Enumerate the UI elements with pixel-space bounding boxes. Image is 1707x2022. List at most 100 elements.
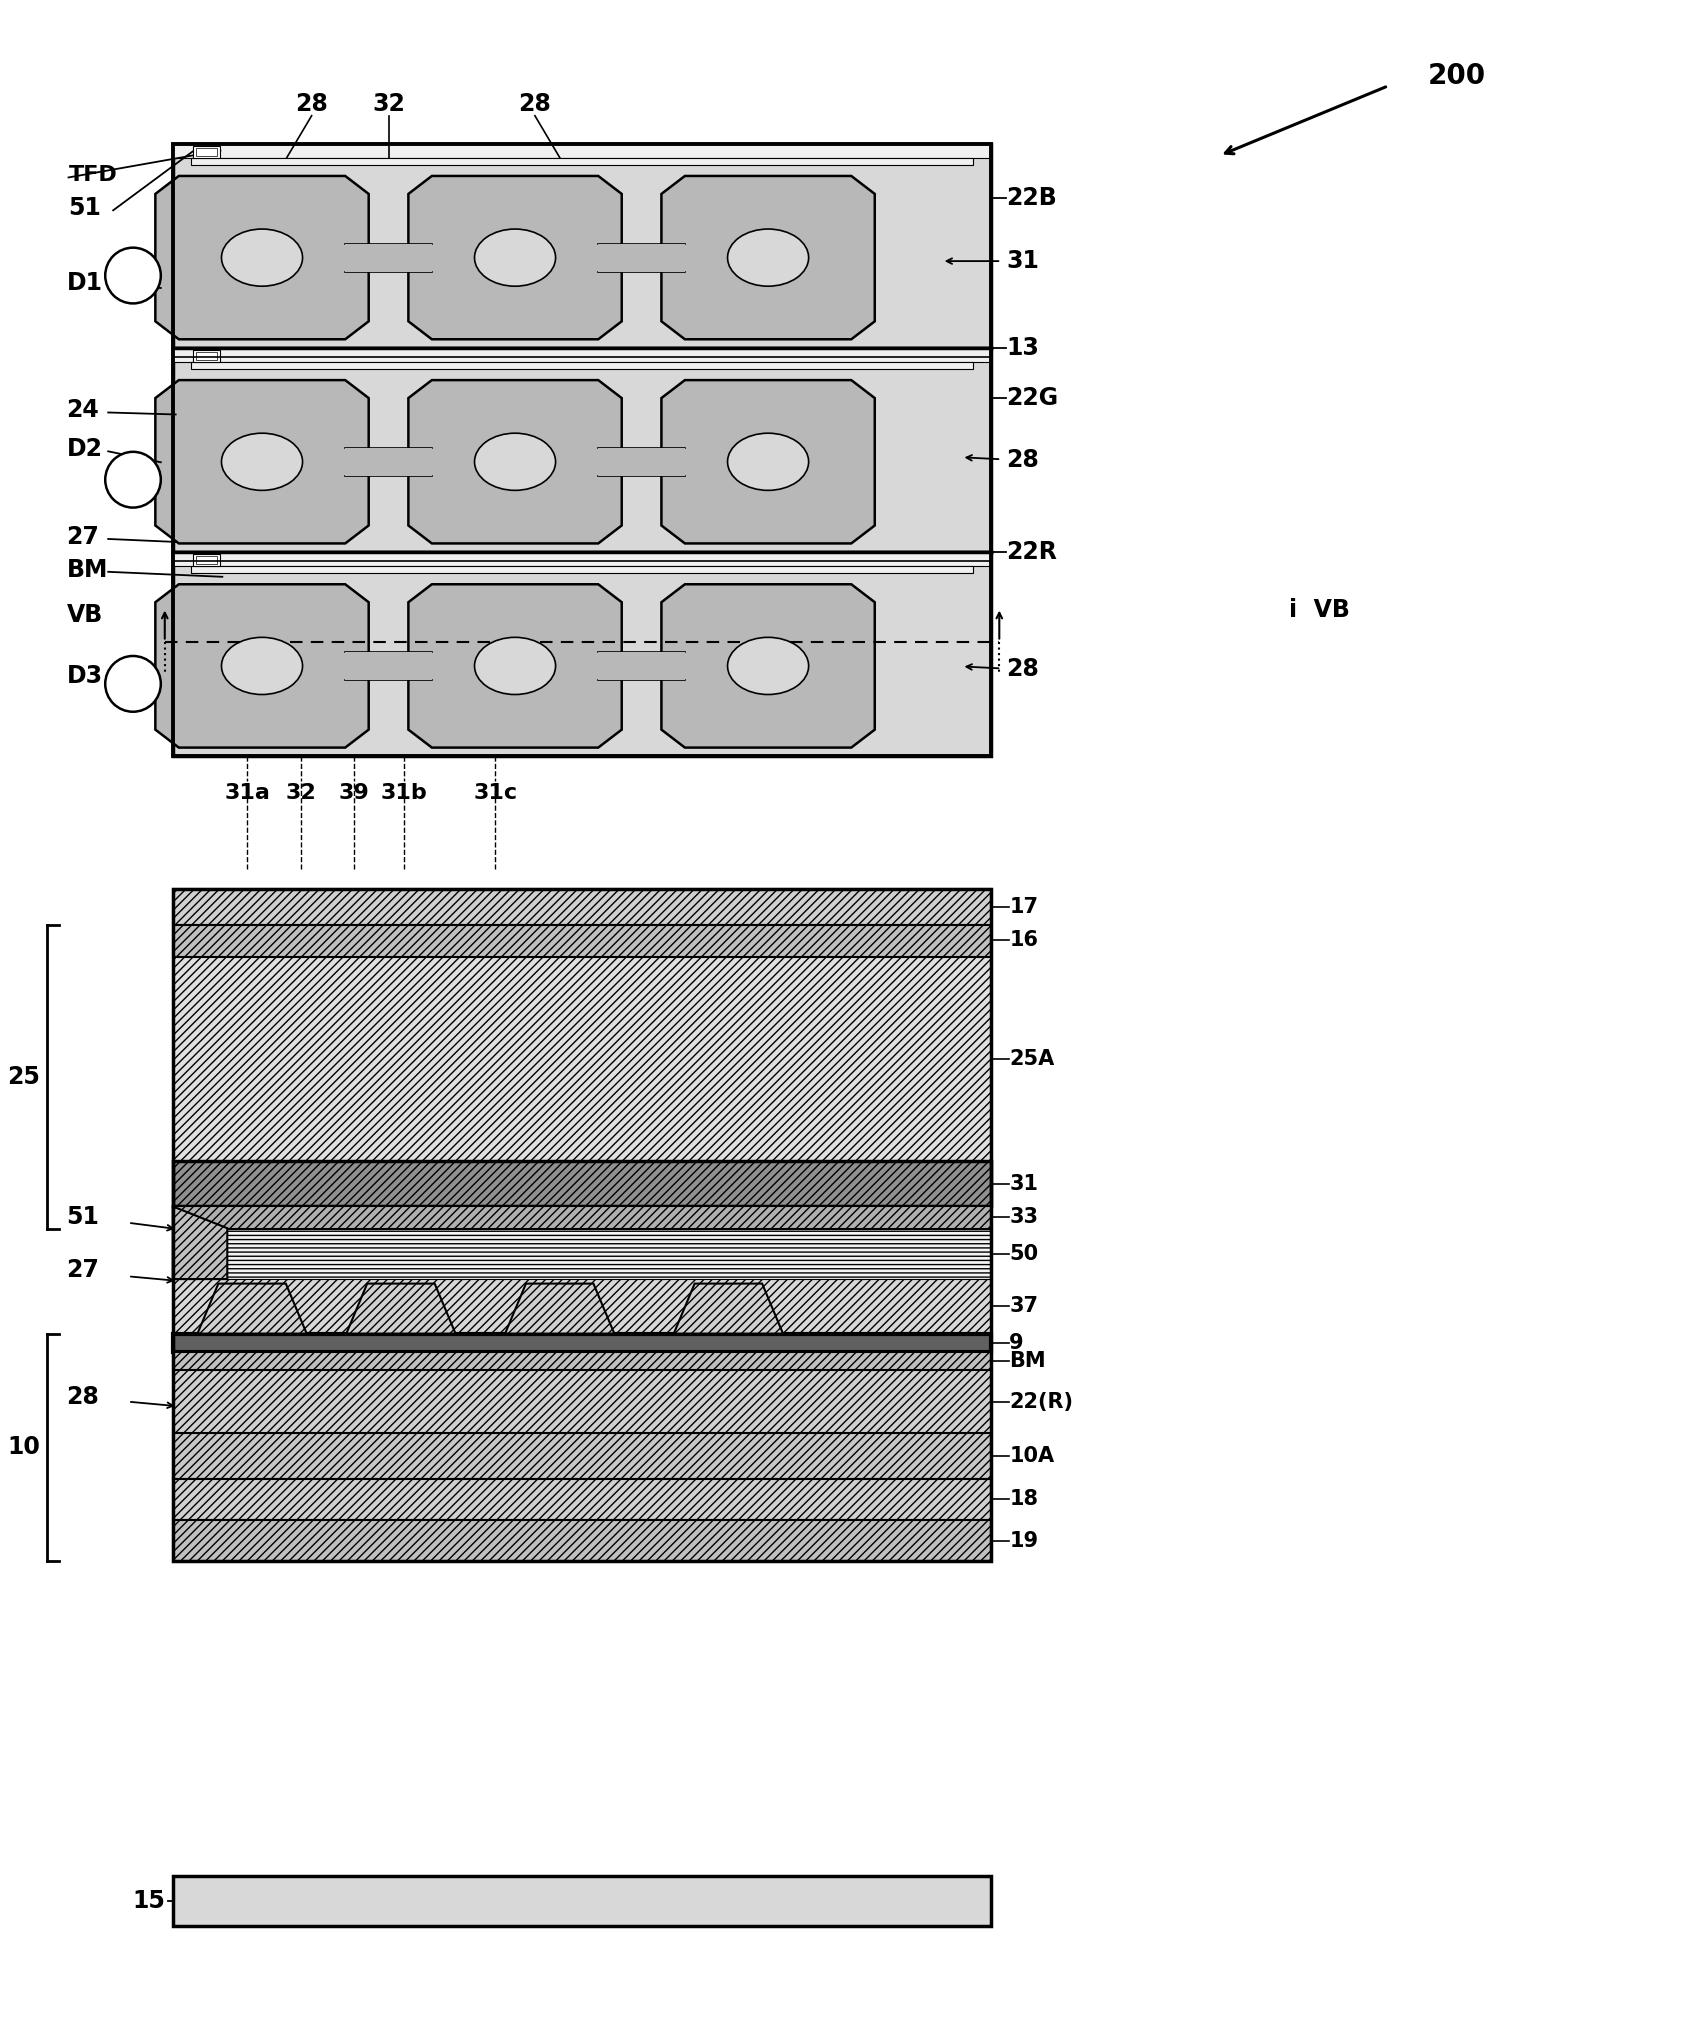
- Text: 10A: 10A: [1009, 1446, 1053, 1466]
- Bar: [172, 1353, 990, 1369]
- Polygon shape: [661, 380, 874, 544]
- Text: 13: 13: [1005, 336, 1038, 360]
- Text: 27: 27: [67, 526, 99, 548]
- Ellipse shape: [475, 433, 555, 491]
- Circle shape: [106, 247, 160, 303]
- Polygon shape: [674, 1284, 782, 1335]
- Text: 15: 15: [131, 1889, 164, 1913]
- Text: BM: BM: [67, 558, 108, 582]
- Text: 31: 31: [1005, 249, 1038, 273]
- Ellipse shape: [475, 637, 555, 694]
- Bar: [193, 146, 220, 158]
- Bar: [195, 352, 217, 360]
- Bar: [172, 1335, 990, 1353]
- Text: 22G: 22G: [1005, 386, 1058, 410]
- Bar: [172, 552, 990, 566]
- Text: 32: 32: [285, 783, 316, 803]
- Text: 31c: 31c: [473, 783, 517, 803]
- Bar: [172, 1161, 990, 1207]
- Text: 51: 51: [67, 1205, 99, 1229]
- Text: BM: BM: [1009, 1351, 1045, 1371]
- Text: 28: 28: [67, 1385, 99, 1409]
- Circle shape: [106, 655, 160, 712]
- Text: 37: 37: [1009, 1296, 1038, 1316]
- Text: 19: 19: [1009, 1531, 1038, 1551]
- Polygon shape: [505, 1284, 615, 1335]
- Polygon shape: [347, 1284, 456, 1335]
- Text: 31b: 31b: [381, 783, 427, 803]
- Bar: [172, 348, 990, 362]
- Text: TFD: TFD: [68, 166, 118, 186]
- Polygon shape: [155, 380, 369, 544]
- Polygon shape: [408, 380, 621, 544]
- Text: 10: 10: [7, 1436, 41, 1460]
- Ellipse shape: [222, 433, 302, 491]
- Bar: [172, 1434, 990, 1478]
- Bar: [191, 362, 973, 368]
- Bar: [195, 148, 217, 156]
- Circle shape: [106, 451, 160, 508]
- Polygon shape: [155, 176, 369, 340]
- Ellipse shape: [222, 637, 302, 694]
- Bar: [193, 554, 220, 566]
- Bar: [172, 1207, 990, 1229]
- Text: 28: 28: [519, 91, 551, 115]
- Text: 22R: 22R: [1005, 540, 1057, 564]
- Text: 24: 24: [67, 398, 99, 423]
- Ellipse shape: [222, 228, 302, 287]
- Ellipse shape: [475, 228, 555, 287]
- Text: 17: 17: [1009, 896, 1038, 916]
- Polygon shape: [155, 584, 369, 748]
- Text: 27: 27: [67, 1258, 99, 1282]
- Text: VB: VB: [67, 603, 102, 627]
- Bar: [195, 556, 217, 564]
- Text: 16: 16: [1009, 930, 1038, 950]
- Ellipse shape: [727, 433, 807, 491]
- Bar: [345, 447, 432, 475]
- Bar: [172, 552, 990, 756]
- Polygon shape: [661, 176, 874, 340]
- Text: D2: D2: [67, 437, 102, 461]
- Bar: [172, 144, 990, 158]
- Bar: [172, 1478, 990, 1521]
- Bar: [172, 888, 990, 1561]
- Bar: [597, 447, 685, 475]
- Text: i  VB: i VB: [1289, 599, 1349, 621]
- Text: 9: 9: [1009, 1332, 1022, 1353]
- Text: 50: 50: [1009, 1244, 1038, 1264]
- Bar: [172, 348, 990, 552]
- Bar: [172, 924, 990, 956]
- Ellipse shape: [727, 228, 807, 287]
- Bar: [172, 1369, 990, 1434]
- Text: 28: 28: [295, 91, 328, 115]
- Bar: [193, 350, 220, 362]
- Text: 51: 51: [68, 196, 101, 220]
- Bar: [345, 651, 432, 679]
- Bar: [172, 1876, 990, 1927]
- Bar: [597, 245, 685, 271]
- Bar: [345, 245, 432, 271]
- Bar: [172, 1280, 990, 1335]
- Text: 32: 32: [372, 91, 405, 115]
- Text: 200: 200: [1427, 63, 1485, 89]
- Text: 25: 25: [7, 1066, 41, 1090]
- Bar: [172, 1521, 990, 1561]
- Text: 18: 18: [1009, 1488, 1038, 1508]
- Bar: [172, 144, 990, 756]
- Text: 31a: 31a: [224, 783, 270, 803]
- Text: 39: 39: [338, 783, 369, 803]
- Ellipse shape: [727, 637, 807, 694]
- Bar: [172, 144, 990, 348]
- Bar: [597, 651, 685, 679]
- Text: 25A: 25A: [1009, 1049, 1053, 1070]
- Text: 31: 31: [1009, 1173, 1038, 1193]
- Bar: [191, 566, 973, 572]
- Text: 33: 33: [1009, 1207, 1038, 1227]
- Bar: [172, 1229, 990, 1280]
- Polygon shape: [408, 176, 621, 340]
- Text: 28: 28: [1005, 449, 1038, 473]
- Bar: [172, 956, 990, 1161]
- Text: 28: 28: [1005, 657, 1038, 681]
- Polygon shape: [661, 584, 874, 748]
- Text: D1: D1: [67, 271, 102, 295]
